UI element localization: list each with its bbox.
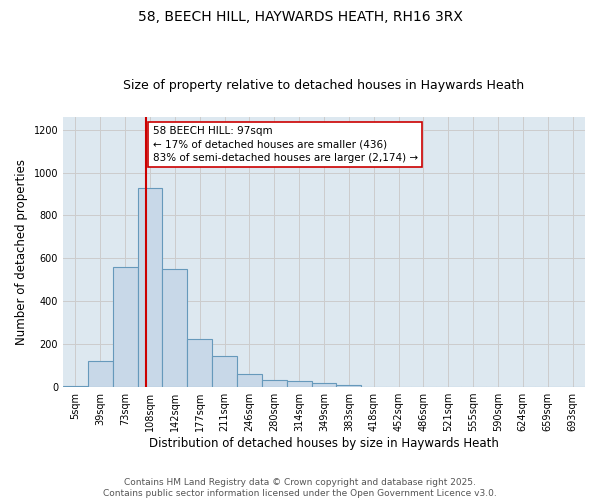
Bar (337, 386, 361, 387)
Bar (237, 374, 262, 387)
Bar (311, 383, 337, 387)
Bar (88, 362, 113, 387)
Text: 58, BEECH HILL, HAYWARDS HEATH, RH16 3RX: 58, BEECH HILL, HAYWARDS HEATH, RH16 3RX (137, 10, 463, 24)
Bar (262, 380, 287, 387)
Text: 58 BEECH HILL: 97sqm
← 17% of detached houses are smaller (436)
83% of semi-deta: 58 BEECH HILL: 97sqm ← 17% of detached h… (152, 126, 418, 163)
Bar (187, 339, 212, 387)
Bar (163, 269, 187, 387)
Title: Size of property relative to detached houses in Haywards Heath: Size of property relative to detached ho… (124, 79, 524, 92)
Y-axis label: Number of detached properties: Number of detached properties (15, 159, 28, 345)
Bar (137, 188, 163, 387)
Bar (63, 386, 88, 387)
Text: Contains HM Land Registry data © Crown copyright and database right 2025.
Contai: Contains HM Land Registry data © Crown c… (103, 478, 497, 498)
Bar (287, 380, 311, 387)
Bar (212, 356, 237, 387)
Bar (113, 267, 137, 387)
X-axis label: Distribution of detached houses by size in Haywards Heath: Distribution of detached houses by size … (149, 437, 499, 450)
